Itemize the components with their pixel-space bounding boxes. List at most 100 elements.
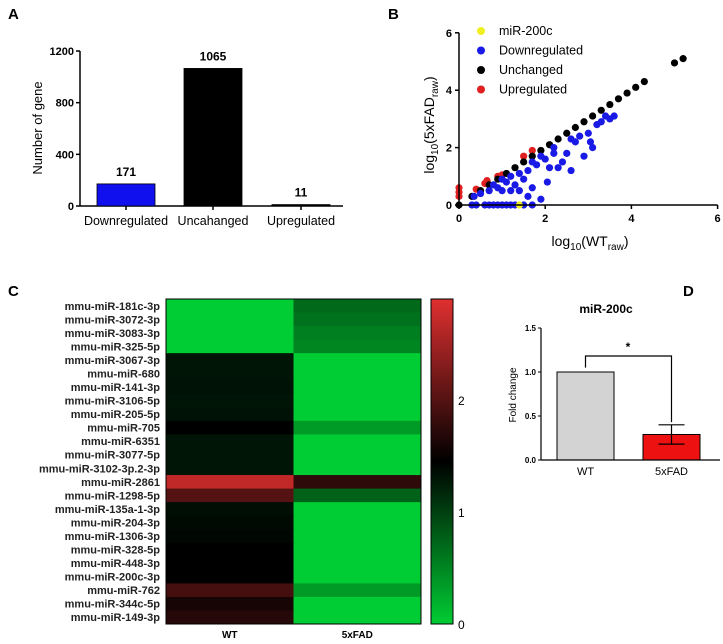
c-heatmap-cell	[293, 461, 422, 476]
b-point-unchanged	[511, 164, 519, 172]
c-heatmap-cell	[166, 447, 294, 462]
b-point-unchanged	[520, 158, 528, 166]
b-point-downregulated	[524, 166, 532, 175]
c-column-label: 5xFAD	[342, 630, 373, 641]
b-point-downregulated	[511, 181, 519, 189]
d-y-tick-label: 0.0	[525, 456, 537, 465]
b-y-tick-label: 0	[446, 200, 452, 212]
c-row-label: mmu-miR-1298-5p	[65, 490, 161, 502]
b-point-unchanged	[528, 152, 536, 160]
c-colorbar-tick-label: 0	[458, 618, 465, 632]
b-point-unchanged	[670, 59, 679, 67]
b-point-downregulated	[576, 132, 584, 140]
c-row-label: mmu-miR-204-3p	[71, 517, 161, 529]
b-point-unchanged	[563, 129, 571, 137]
a-x-tick-label: Uncahanged	[178, 214, 249, 228]
c-row-label: mmu-miR-3077-5p	[65, 450, 161, 462]
b-x-axis-label: log10(WTraw)	[551, 233, 628, 253]
c-heatmap-cell	[293, 393, 422, 408]
b-point-unchanged	[679, 55, 687, 63]
a-bar	[183, 68, 243, 207]
c-heatmap-cell	[293, 299, 422, 314]
c-row-label: mmu-miR-1306-3p	[65, 531, 161, 543]
c-heatmap-cell	[293, 407, 422, 422]
c-row-label: mmu-miR-141-3p	[71, 382, 161, 394]
c-heatmap-cell	[293, 529, 422, 544]
b-point-downregulated	[584, 129, 592, 137]
c-heatmap-cell	[293, 312, 422, 327]
b-point-unchanged	[606, 100, 614, 109]
c-heatmap-cell	[166, 596, 294, 611]
b-point-downregulated	[515, 187, 523, 195]
c-heatmap-cell	[166, 610, 294, 625]
c-heatmap-cell	[166, 461, 294, 476]
c-heatmap-cell	[166, 299, 294, 314]
b-y-tick-label: 2	[446, 143, 452, 155]
b-point-downregulated	[550, 149, 558, 157]
b-y-tick-label: 4	[446, 85, 453, 97]
b-x-tick-label: 0	[456, 213, 462, 225]
c-heatmap-cell	[293, 610, 422, 625]
d-significance-bracket	[584, 355, 673, 423]
c-heatmap-cell	[293, 326, 422, 341]
b-point-unchanged	[571, 123, 579, 132]
c-heatmap-cell	[166, 420, 294, 435]
c-heatmap-cell	[293, 488, 422, 503]
a-bar	[271, 204, 331, 207]
b-point-unchanged	[589, 112, 597, 120]
b-point-downregulated	[515, 169, 523, 178]
b-point-downregulated	[558, 158, 567, 166]
c-heatmap-cell	[293, 542, 422, 557]
b-point-downregulated	[567, 135, 575, 143]
a-y-tick-label: 400	[56, 149, 74, 161]
b-point-unchanged	[632, 83, 640, 91]
b-point-downregulated	[498, 175, 506, 183]
b-point-upregulated	[520, 152, 528, 160]
c-colorbar	[430, 298, 454, 625]
b-point-downregulated	[610, 112, 618, 120]
b-point-downregulated	[520, 175, 528, 183]
c-heatmap-cell	[166, 326, 294, 341]
b-point-downregulated	[597, 118, 605, 126]
b-legend-marker	[477, 27, 485, 35]
c-row-label: mmu-miR-149-3p	[71, 612, 161, 624]
c-column-label: WT	[222, 630, 238, 641]
c-heatmap-cell	[166, 407, 294, 422]
a-x-tick-label: Downregulated	[84, 214, 168, 228]
c-row-label: mmu-miR-762	[87, 585, 160, 597]
panel-label-D: D	[683, 283, 694, 300]
b-y-tick-label: 6	[446, 28, 452, 40]
c-heatmap-cell	[166, 393, 294, 408]
a-x-tick-label: Upregulated	[267, 214, 335, 228]
b-point-downregulated	[507, 172, 515, 180]
c-heatmap-cell	[166, 529, 294, 544]
b-point-downregulated	[537, 195, 545, 203]
c-row-label: mmu-miR-3072-3p	[65, 314, 161, 326]
c-row-label: mmu-miR-325-5p	[71, 341, 161, 353]
panel-label-B: B	[388, 6, 399, 23]
b-point-upregulated	[528, 146, 536, 155]
c-row-label: mmu-miR-200c-3p	[65, 572, 161, 584]
d-x-tick-label: 5xFAD	[655, 466, 688, 478]
b-point-downregulated	[589, 144, 597, 152]
c-heatmap-cell	[166, 515, 294, 530]
c-row-label: mmu-miR-3106-5p	[65, 396, 161, 408]
a-y-axis-label: Number of gene	[30, 81, 45, 174]
c-row-label: mmu-miR-3083-3p	[65, 328, 161, 340]
a-y-tick-label: 800	[56, 98, 74, 110]
panel-label-A: A	[8, 6, 19, 23]
b-legend-label: Upregulated	[499, 83, 567, 97]
c-heatmap-cell	[293, 434, 422, 449]
c-row-label: mmu-miR-3067-3p	[65, 355, 161, 367]
c-heatmap-cell	[293, 556, 422, 571]
c-heatmap-cell	[293, 366, 422, 381]
c-row-label: mmu-miR-181c-3p	[65, 301, 161, 313]
b-point-downregulated	[489, 181, 498, 189]
d-y-tick-label: 1.0	[525, 368, 537, 377]
b-point-downregulated	[476, 189, 485, 198]
b-point-unchanged	[614, 95, 623, 103]
c-heatmap-cell	[293, 447, 422, 462]
c-row-label: mmu-miR-328-5p	[71, 545, 161, 557]
